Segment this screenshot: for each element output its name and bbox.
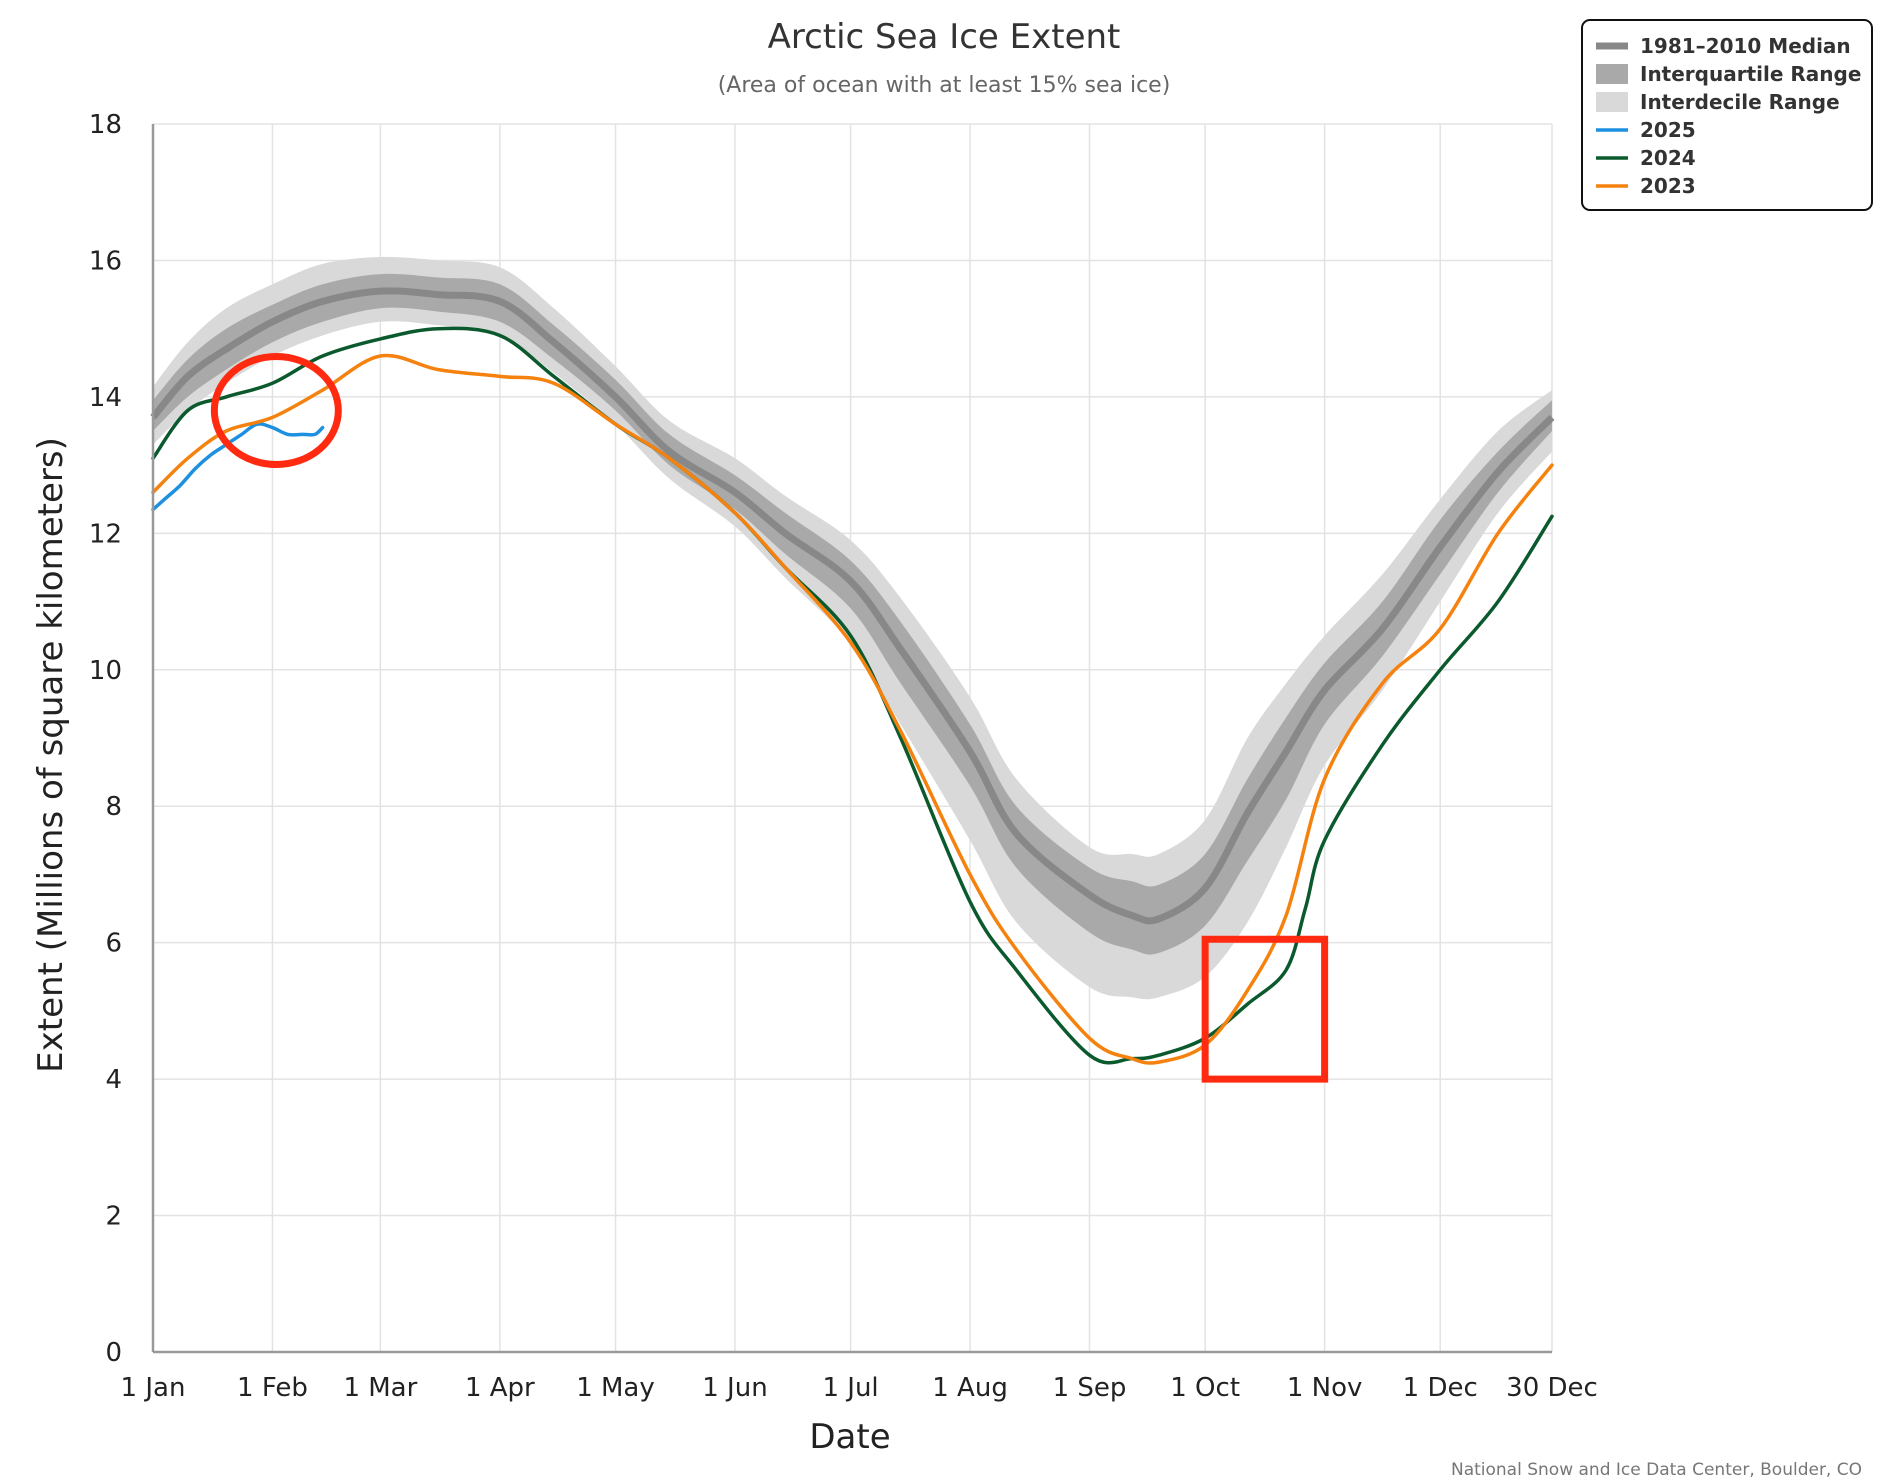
x-tick-label: 1 Sep: [1053, 1373, 1127, 1403]
x-tick-label: 1 Nov: [1287, 1373, 1363, 1403]
x-tick-label: 1 Apr: [465, 1373, 535, 1403]
legend-swatch: [1596, 64, 1628, 84]
y-tick-label: 4: [105, 1065, 122, 1095]
legend: 1981–2010 Median Interquartile Range Inter…: [1581, 19, 1873, 211]
x-tick-label: 1 May: [576, 1373, 655, 1403]
x-axis-title: Date: [809, 1417, 890, 1457]
y-tick-label: 6: [105, 929, 122, 959]
legend-label: 2024: [1640, 146, 1696, 170]
x-tick-labels: 1 Jan 1 Feb 1 Mar 1 Apr 1 May 1 Jun 1 Jul 1 Aug…: [121, 1373, 1598, 1403]
legend-label: Interquartile Range: [1640, 62, 1861, 86]
annotation-rectangle: [1201, 935, 1329, 1083]
x-tick-label: 1 Dec: [1403, 1373, 1478, 1403]
axes: [151, 124, 1552, 1354]
y-tick-labels: 0 2 4 6 8 10 12 14 16 18: [89, 110, 122, 1368]
legend-label: 2023: [1640, 174, 1696, 198]
annotations: [210, 353, 1329, 1083]
y-tick-label: 16: [89, 246, 122, 276]
legend-swatch: [1596, 92, 1628, 112]
y-tick-label: 18: [89, 110, 122, 140]
x-tick-label: 1 Jun: [702, 1373, 767, 1403]
y-tick-label: 14: [89, 383, 122, 413]
interdecile-band: [153, 256, 1552, 1000]
chart-title: Arctic Sea Ice Extent: [768, 17, 1121, 57]
y-axis-title: Extent (Millions of square kilometers): [31, 437, 71, 1073]
range-bands: [153, 256, 1552, 1000]
median-line: [150, 287, 1555, 925]
y-tick-label: 12: [89, 519, 122, 549]
series-line-2025: [151, 422, 325, 512]
series-lines: [150, 287, 1555, 1065]
x-tick-label: 1 Feb: [237, 1373, 308, 1403]
y-tick-label: 2: [105, 1202, 122, 1232]
y-tick-label: 8: [105, 792, 122, 822]
legend-label: 2025: [1640, 118, 1696, 142]
chart-subtitle: (Area of ocean with at least 15% sea ice…: [718, 73, 1171, 98]
x-tick-label: 1 Oct: [1170, 1373, 1240, 1403]
y-tick-label: 0: [105, 1338, 122, 1368]
x-tick-label: 1 Jan: [121, 1373, 186, 1403]
legend-label: Interdecile Range: [1640, 90, 1840, 114]
y-tick-label: 10: [89, 656, 122, 686]
annotation-circle: [210, 353, 342, 469]
x-tick-label: 1 Mar: [343, 1373, 417, 1403]
x-tick-label: 30 Dec: [1506, 1373, 1598, 1403]
credit-text: National Snow and Ice Data Center, Bould…: [1451, 1460, 1862, 1480]
series-line-2023: [151, 353, 1554, 1065]
legend-box: [1581, 19, 1873, 211]
series-line-2024: [151, 326, 1554, 1065]
legend-label: 1981–2010 Median: [1640, 34, 1851, 58]
x-tick-label: 1 Aug: [932, 1373, 1008, 1403]
x-tick-label: 1 Jul: [822, 1373, 878, 1403]
